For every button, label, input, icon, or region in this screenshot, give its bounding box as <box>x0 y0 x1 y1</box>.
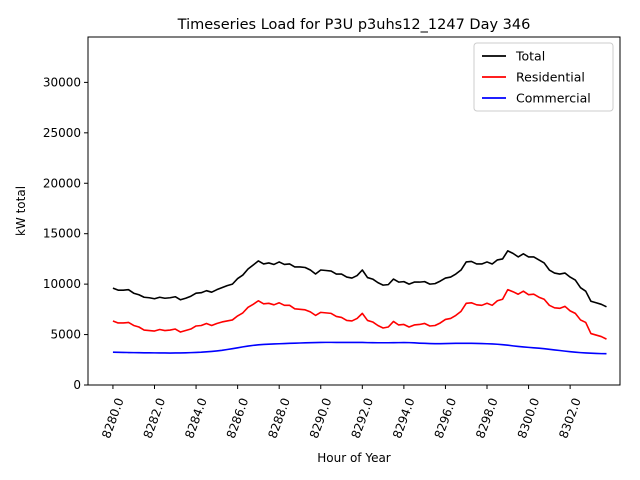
y-axis: 0 5000 10000 15000 20000 25000 30000 <box>43 75 88 392</box>
y-tick-label: 0 <box>73 378 81 392</box>
legend-label-total: Total <box>515 49 545 64</box>
y-axis-label: kW total <box>14 186 28 236</box>
y-tick-label: 15000 <box>43 227 81 241</box>
chart-title: Timeseries Load for P3U p3uhs12_1247 Day… <box>177 17 531 33</box>
plot-border <box>87 36 621 386</box>
series-line-commercial <box>112 341 607 355</box>
x-axis-label: Hour of Year <box>317 451 391 465</box>
y-tick-label: 25000 <box>43 126 81 140</box>
legend: Total Residential Commercial <box>473 42 614 112</box>
legend-box <box>473 42 614 112</box>
series-layer <box>112 250 607 355</box>
series-line-total <box>112 250 607 308</box>
y-tick-label: 10000 <box>43 277 81 291</box>
y-tick-label: 5000 <box>50 328 81 342</box>
legend-label-commercial: Commercial <box>516 91 591 106</box>
legend-label-residential: Residential <box>516 70 585 85</box>
y-tick-label: 30000 <box>43 75 81 89</box>
y-tick-label: 20000 <box>43 176 81 190</box>
series-line-residential <box>112 288 607 340</box>
